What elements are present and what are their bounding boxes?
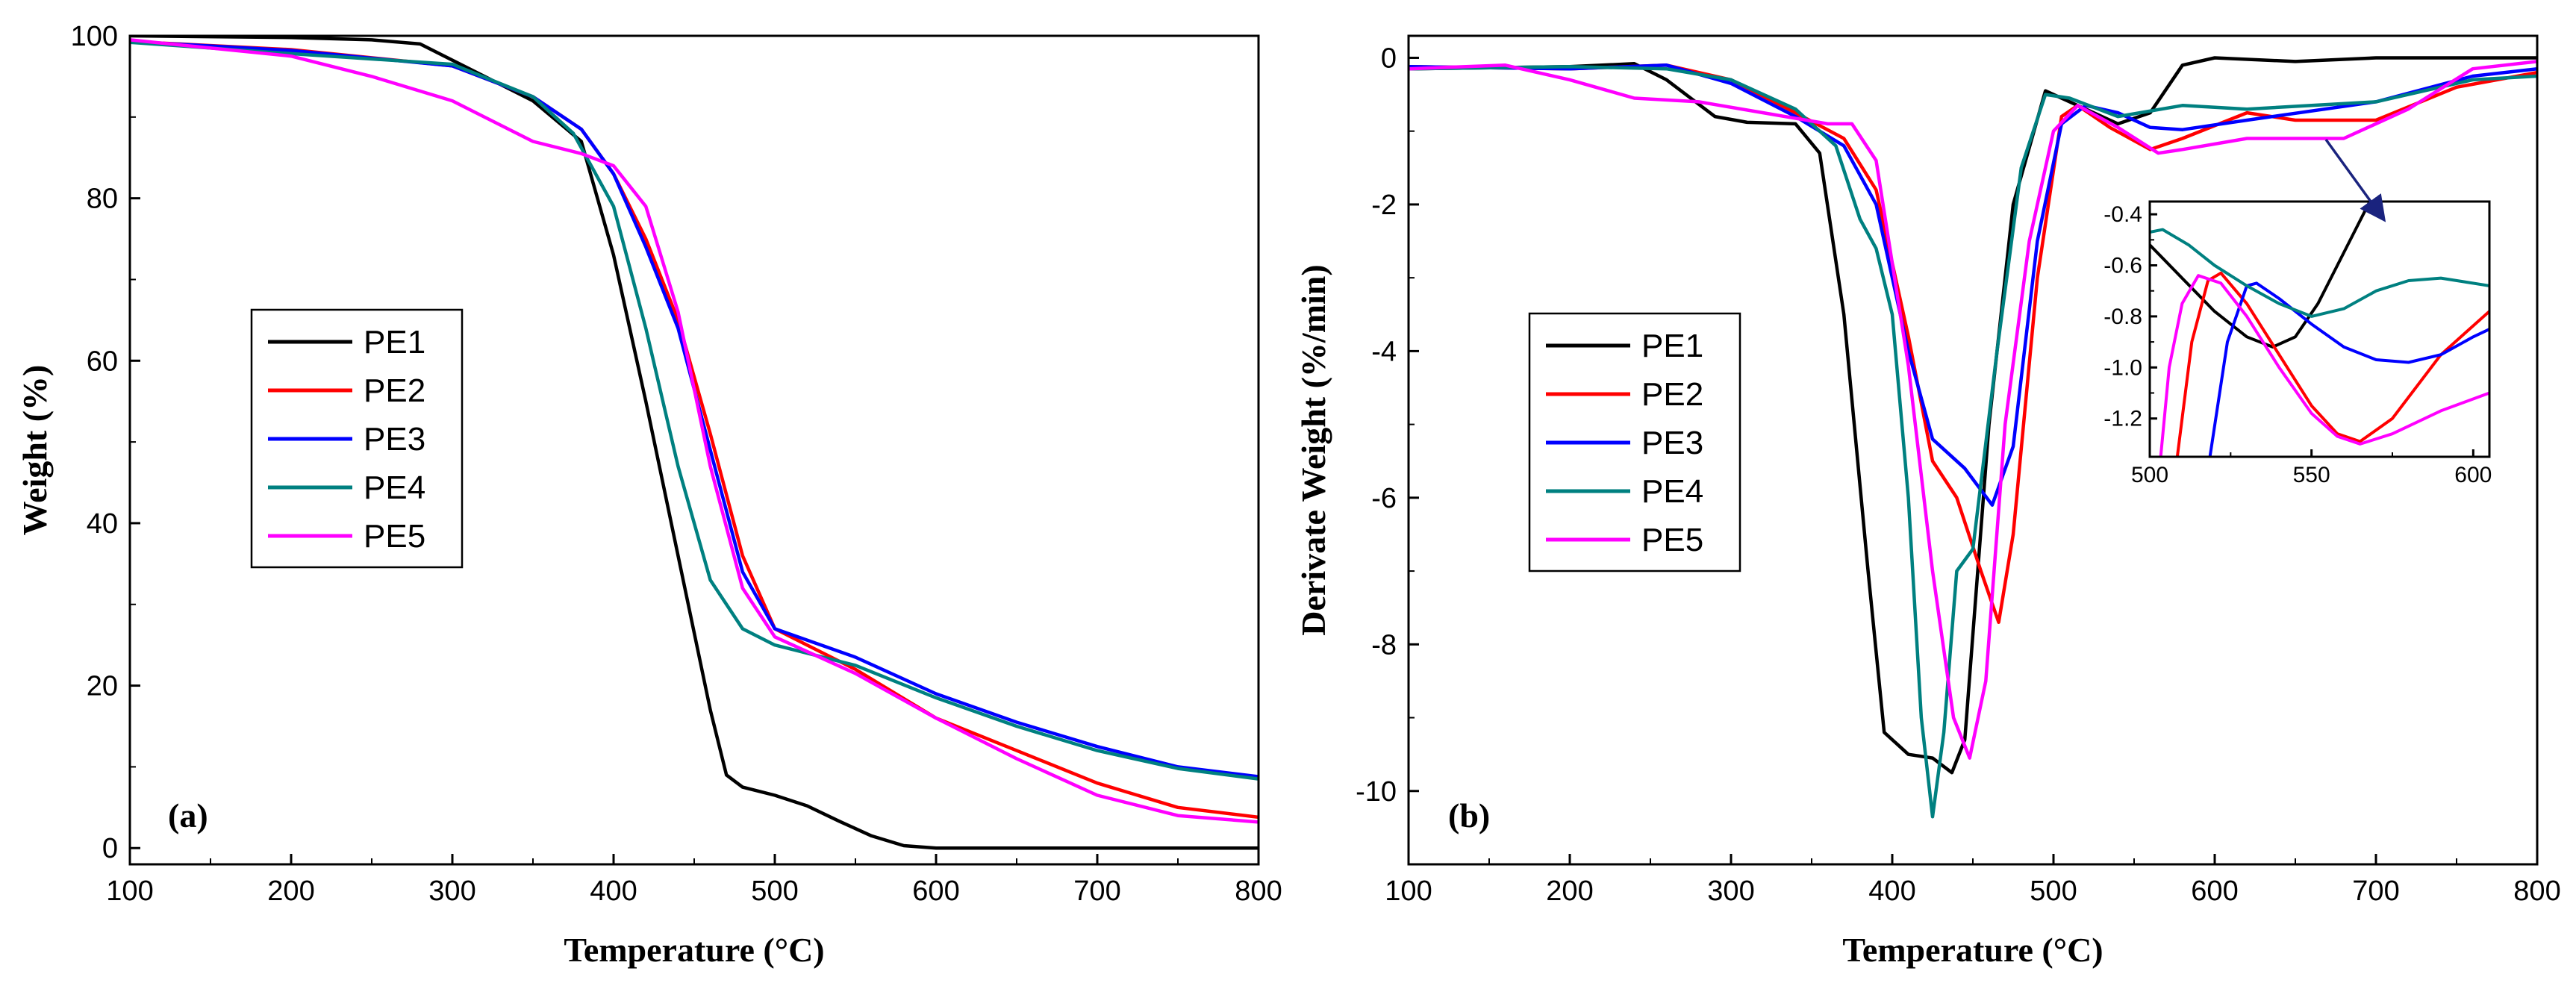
a-x-tick-label: 700 bbox=[1073, 876, 1120, 907]
inset-arrow-line bbox=[2324, 138, 2386, 222]
b-x-tick-label: 700 bbox=[2352, 876, 2399, 907]
b-x-tick-label: 400 bbox=[1868, 876, 1915, 907]
inset-line-pe5 bbox=[2159, 274, 2489, 457]
a-x-tick-label: 200 bbox=[267, 876, 314, 907]
a-x-axis-title: Temperature (°C) bbox=[564, 931, 824, 969]
b-series-group bbox=[1409, 56, 2537, 819]
b-y-tick-label: -4 bbox=[1371, 336, 1397, 367]
b-y-tick-label: -10 bbox=[1356, 776, 1397, 808]
b-x-tick-label: 600 bbox=[2191, 876, 2238, 907]
b-x-tick-label: 800 bbox=[2513, 876, 2560, 907]
a-x-tick-label: 800 bbox=[1235, 876, 1282, 907]
a-y-tick-label: 60 bbox=[87, 346, 118, 377]
a-legend: PE1 PE2 PE3 PE4 PE5 bbox=[250, 308, 464, 569]
b-x-axis-title: Temperature (°C) bbox=[1842, 931, 2103, 969]
inset-x-tick-label: 500 bbox=[2131, 463, 2168, 487]
b-legend-label-pe2: PE2 bbox=[1641, 376, 1703, 413]
a-y-tick-label: 20 bbox=[87, 671, 118, 702]
inset-chart: 500 550 600 -0.4 -0.6 -0.8 -1.0 -1.2 bbox=[2103, 200, 2492, 487]
b-legend-label-pe1: PE1 bbox=[1641, 328, 1703, 364]
b-y-axis-title: Derivate Weight (%/min) bbox=[1294, 264, 1332, 635]
a-legend-label-pe2: PE2 bbox=[364, 372, 425, 409]
b-y-tick-label: 0 bbox=[1381, 43, 1397, 74]
a-legend-label-pe5: PE5 bbox=[364, 518, 425, 555]
b-legend-label-pe3: PE3 bbox=[1641, 425, 1703, 461]
b-legend: PE1 PE2 PE3 PE4 PE5 bbox=[1528, 312, 1741, 572]
inset-x-tick-label: 550 bbox=[2293, 463, 2330, 487]
inset-y-tick-label: -1.0 bbox=[2103, 355, 2142, 380]
a-y-tick-label: 40 bbox=[87, 508, 118, 540]
b-x-tick-label: 300 bbox=[1707, 876, 1754, 907]
b-y-tick-label: -8 bbox=[1371, 629, 1397, 661]
b-x-tick-label: 100 bbox=[1385, 876, 1432, 907]
inset-pointer-arrow bbox=[2324, 138, 2386, 222]
b-y-tick-label: -6 bbox=[1371, 483, 1397, 514]
b-x-tick-label: 200 bbox=[1546, 876, 1593, 907]
a-y-tick-label: 80 bbox=[87, 184, 118, 215]
b-x-tick-label: 500 bbox=[2030, 876, 2077, 907]
inset-line-pe4 bbox=[2150, 228, 2489, 318]
inset-plot-frame bbox=[2148, 200, 2491, 458]
a-line-pe1 bbox=[130, 36, 1259, 850]
a-x-tick-label: 500 bbox=[751, 876, 798, 907]
b-line-pe4 bbox=[1409, 65, 2537, 819]
a-x-tick-label: 100 bbox=[106, 876, 153, 907]
a-x-tick-label: 600 bbox=[912, 876, 959, 907]
b-line-pe1 bbox=[1409, 56, 2537, 775]
inset-y-tick-label: -0.8 bbox=[2103, 305, 2142, 329]
inset-y-tick-label: -1.2 bbox=[2103, 407, 2142, 431]
a-legend-label-pe4: PE4 bbox=[364, 469, 425, 506]
panel-a-chart: 100 200 300 400 500 600 700 800 0 20 40 60 80 100 Temp… bbox=[16, 21, 1282, 969]
b-line-pe2 bbox=[1409, 63, 2537, 625]
b-legend-label-pe5: PE5 bbox=[1641, 522, 1703, 558]
a-panel-label: (a) bbox=[168, 796, 208, 834]
a-y-axis-title: Weight (%) bbox=[16, 365, 54, 536]
b-panel-label: (b) bbox=[1448, 796, 1490, 834]
inset-line-pe3 bbox=[2208, 281, 2489, 457]
inset-y-tick-label: -0.4 bbox=[2103, 202, 2142, 227]
b-legend-label-pe4: PE4 bbox=[1641, 473, 1703, 510]
a-y-tick-label: 0 bbox=[102, 833, 118, 864]
inset-x-tick-label: 600 bbox=[2454, 463, 2492, 487]
a-x-tick-label: 400 bbox=[590, 876, 637, 907]
panel-b-chart: 100 200 300 400 500 600 700 800 0 -2 -4 -6 -8 -10 Temp… bbox=[1294, 34, 2561, 969]
b-line-pe5 bbox=[1409, 60, 2537, 760]
a-y-tick-label: 100 bbox=[71, 21, 118, 52]
a-legend-label-pe3: PE3 bbox=[364, 421, 425, 458]
a-legend-label-pe1: PE1 bbox=[364, 324, 425, 361]
inset-series-group bbox=[2150, 202, 2489, 457]
b-y-tick-label: -2 bbox=[1371, 190, 1397, 221]
a-line-pe5 bbox=[130, 38, 1259, 824]
inset-y-tick-label: -0.6 bbox=[2103, 254, 2142, 278]
a-x-tick-label: 300 bbox=[428, 876, 475, 907]
inset-line-pe2 bbox=[2175, 271, 2489, 457]
a-line-pe4 bbox=[130, 40, 1259, 781]
a-series-group bbox=[130, 36, 1259, 850]
